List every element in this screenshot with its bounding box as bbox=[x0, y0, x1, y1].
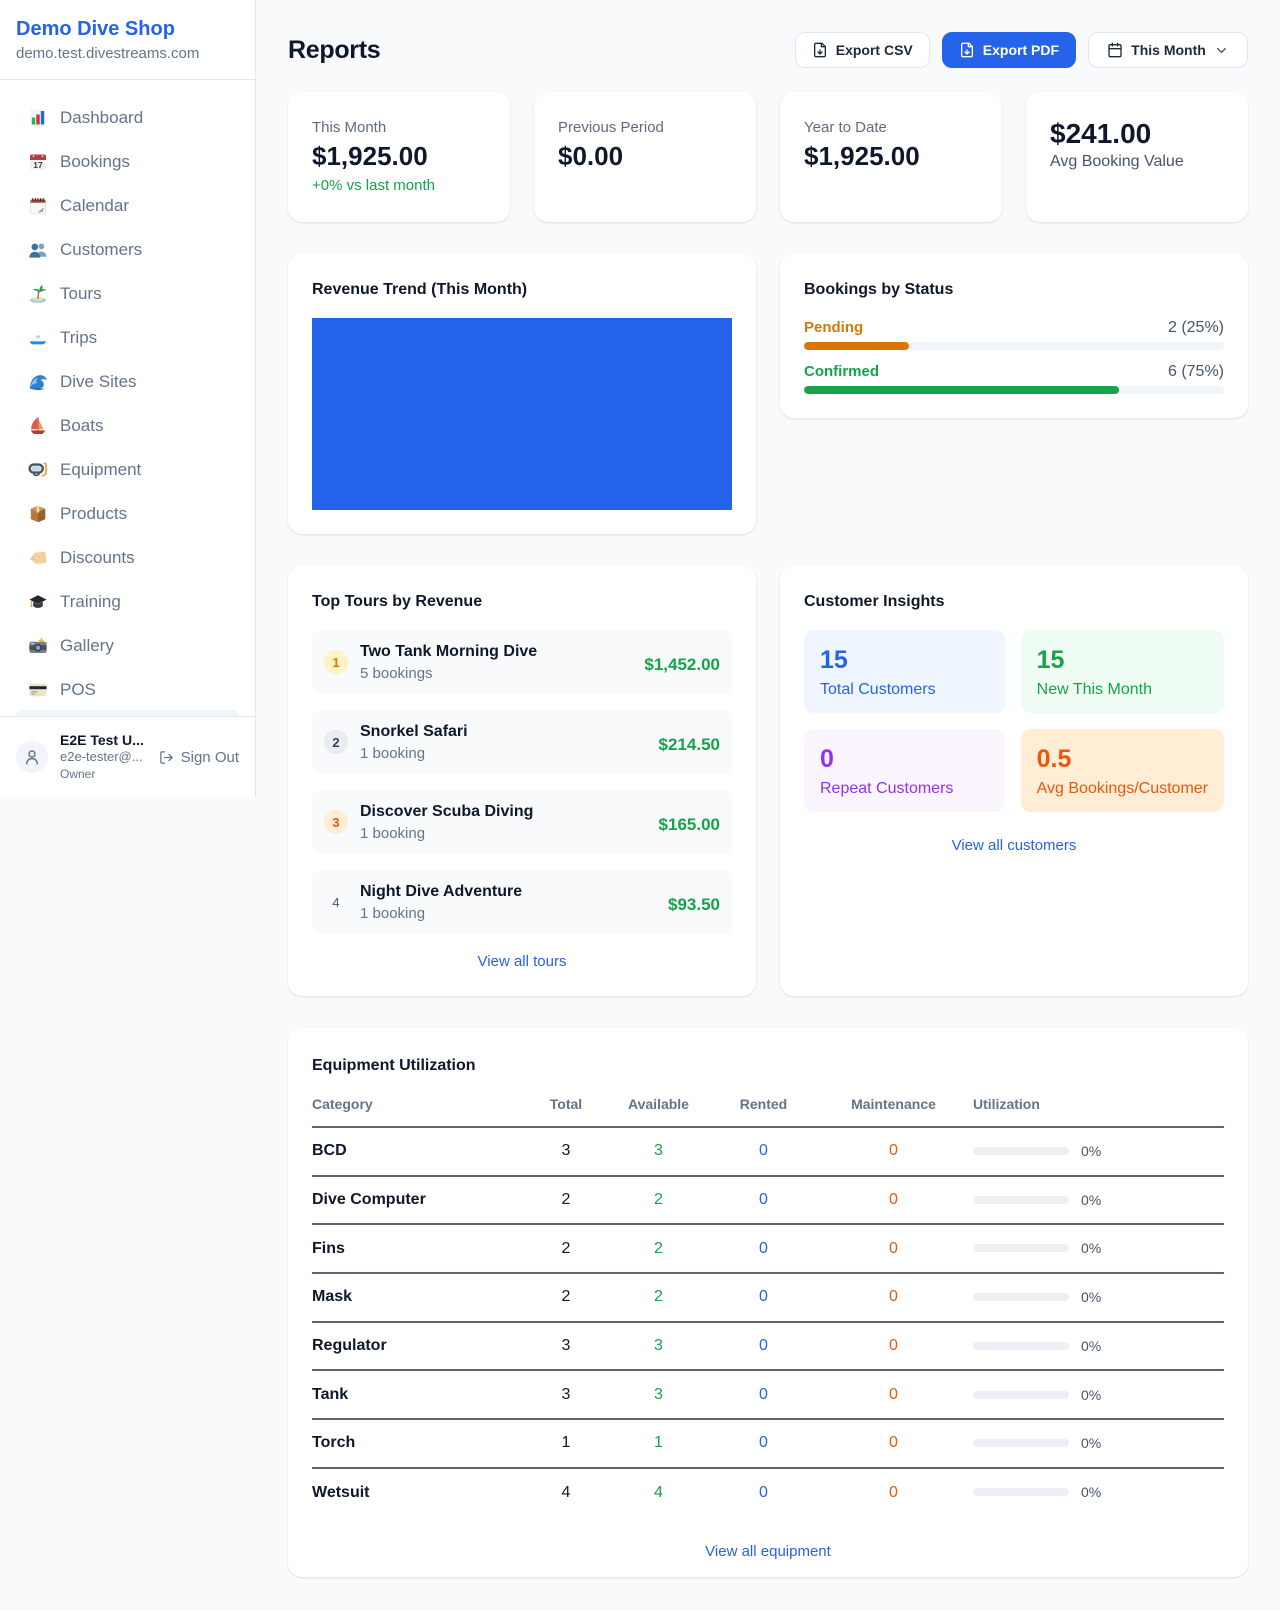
svg-text:17: 17 bbox=[33, 160, 43, 170]
